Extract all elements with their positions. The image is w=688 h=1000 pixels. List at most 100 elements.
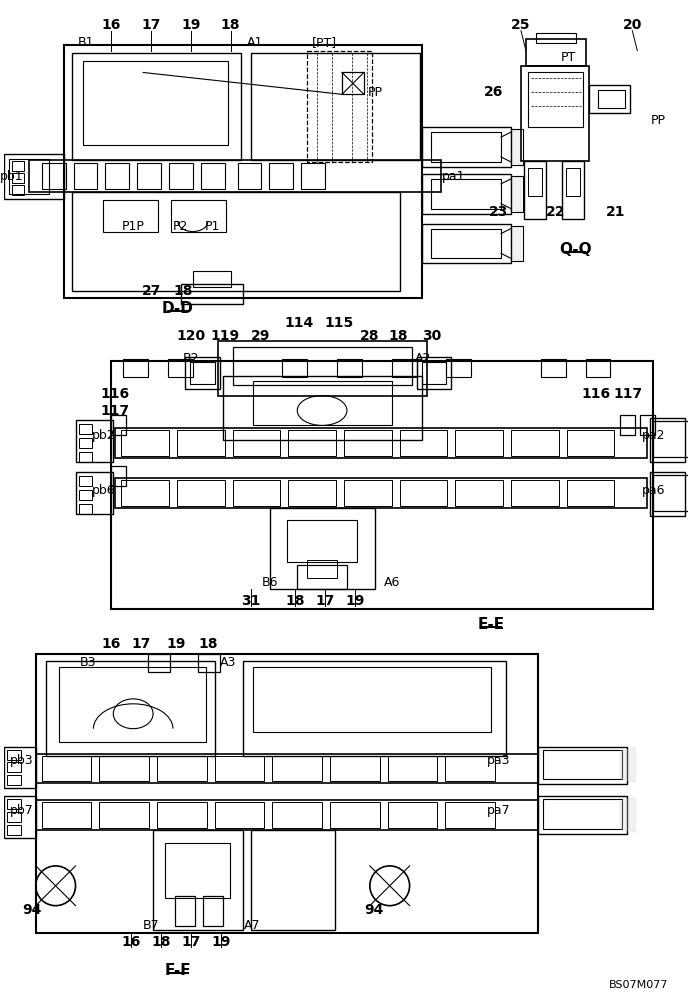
Bar	[78, 476, 92, 486]
Text: 27: 27	[142, 284, 161, 298]
Bar	[171, 200, 226, 232]
Bar	[121, 480, 169, 506]
Text: P1P: P1P	[122, 220, 144, 233]
Bar	[83, 61, 228, 145]
Bar	[201, 163, 225, 189]
Bar	[217, 341, 427, 396]
Text: 94: 94	[364, 903, 383, 917]
Bar	[288, 430, 336, 456]
Bar	[72, 53, 241, 160]
Text: A6: A6	[383, 576, 400, 589]
Polygon shape	[511, 129, 521, 165]
Text: 18: 18	[389, 329, 409, 343]
Bar	[653, 421, 688, 457]
Bar	[511, 480, 559, 506]
Bar	[524, 161, 546, 219]
Bar	[650, 472, 685, 516]
Bar	[538, 796, 627, 834]
Bar	[288, 480, 336, 506]
Bar	[42, 756, 92, 781]
Bar	[416, 357, 451, 389]
Text: B2: B2	[182, 352, 199, 365]
Text: B7: B7	[143, 919, 160, 932]
Bar	[653, 475, 688, 511]
Bar	[123, 359, 148, 377]
Bar	[45, 661, 215, 756]
Bar	[447, 359, 471, 377]
Text: 18: 18	[151, 935, 171, 949]
Text: 17: 17	[181, 935, 200, 949]
Bar	[157, 756, 207, 781]
Bar	[76, 472, 114, 514]
Text: PT: PT	[561, 51, 577, 64]
Text: D-D: D-D	[162, 301, 194, 316]
Bar	[7, 750, 21, 760]
Bar	[111, 415, 126, 435]
Text: pb6: pb6	[92, 484, 115, 497]
Bar	[566, 168, 579, 196]
Bar	[7, 775, 21, 785]
Bar	[344, 430, 391, 456]
Bar	[422, 362, 447, 384]
Text: A2: A2	[416, 352, 431, 365]
Text: pb2: pb2	[92, 429, 115, 442]
Bar	[237, 163, 261, 189]
Bar	[185, 357, 219, 389]
Text: pa3: pa3	[487, 754, 510, 767]
Bar	[297, 565, 347, 589]
Text: pa6: pa6	[641, 484, 665, 497]
Polygon shape	[621, 748, 635, 782]
Bar	[78, 438, 92, 448]
Text: 25: 25	[511, 18, 530, 32]
Text: 17: 17	[142, 18, 161, 32]
Bar	[121, 430, 169, 456]
Bar	[169, 163, 193, 189]
Bar	[272, 756, 322, 781]
Bar	[282, 359, 307, 377]
Bar	[198, 654, 219, 672]
Bar	[621, 415, 635, 435]
Bar	[78, 424, 92, 434]
Text: 18: 18	[173, 284, 193, 298]
Bar	[7, 762, 21, 772]
Text: A3: A3	[219, 656, 236, 669]
Text: 16: 16	[102, 637, 121, 651]
Bar	[111, 466, 126, 486]
Bar	[422, 127, 511, 167]
Bar	[58, 667, 206, 742]
Bar	[431, 229, 501, 258]
Bar	[42, 163, 65, 189]
Text: 19: 19	[166, 637, 186, 651]
Text: 19: 19	[211, 935, 230, 949]
Bar	[330, 756, 380, 781]
Bar	[337, 359, 362, 377]
Bar	[36, 754, 538, 783]
Text: A1: A1	[247, 36, 264, 49]
Text: A7: A7	[244, 919, 261, 932]
Text: pa1: pa1	[442, 170, 465, 183]
Bar	[168, 359, 193, 377]
Text: B6: B6	[262, 576, 279, 589]
Bar	[148, 654, 170, 672]
Text: 117: 117	[100, 404, 130, 418]
Bar	[344, 480, 391, 506]
Text: 18: 18	[198, 637, 217, 651]
Bar	[422, 224, 511, 263]
Text: 31: 31	[241, 594, 260, 608]
Text: 119: 119	[210, 329, 239, 343]
Bar	[4, 154, 63, 199]
Bar	[400, 480, 447, 506]
Bar	[541, 359, 566, 377]
Bar	[585, 359, 610, 377]
Text: 30: 30	[422, 329, 441, 343]
Text: 29: 29	[250, 329, 270, 343]
Bar	[99, 802, 149, 828]
Bar	[445, 756, 495, 781]
Bar	[116, 478, 647, 508]
Bar	[153, 830, 243, 930]
Bar	[288, 520, 357, 562]
Bar	[78, 504, 92, 514]
Text: 19: 19	[181, 18, 200, 32]
Bar	[521, 66, 588, 161]
Polygon shape	[511, 226, 521, 261]
